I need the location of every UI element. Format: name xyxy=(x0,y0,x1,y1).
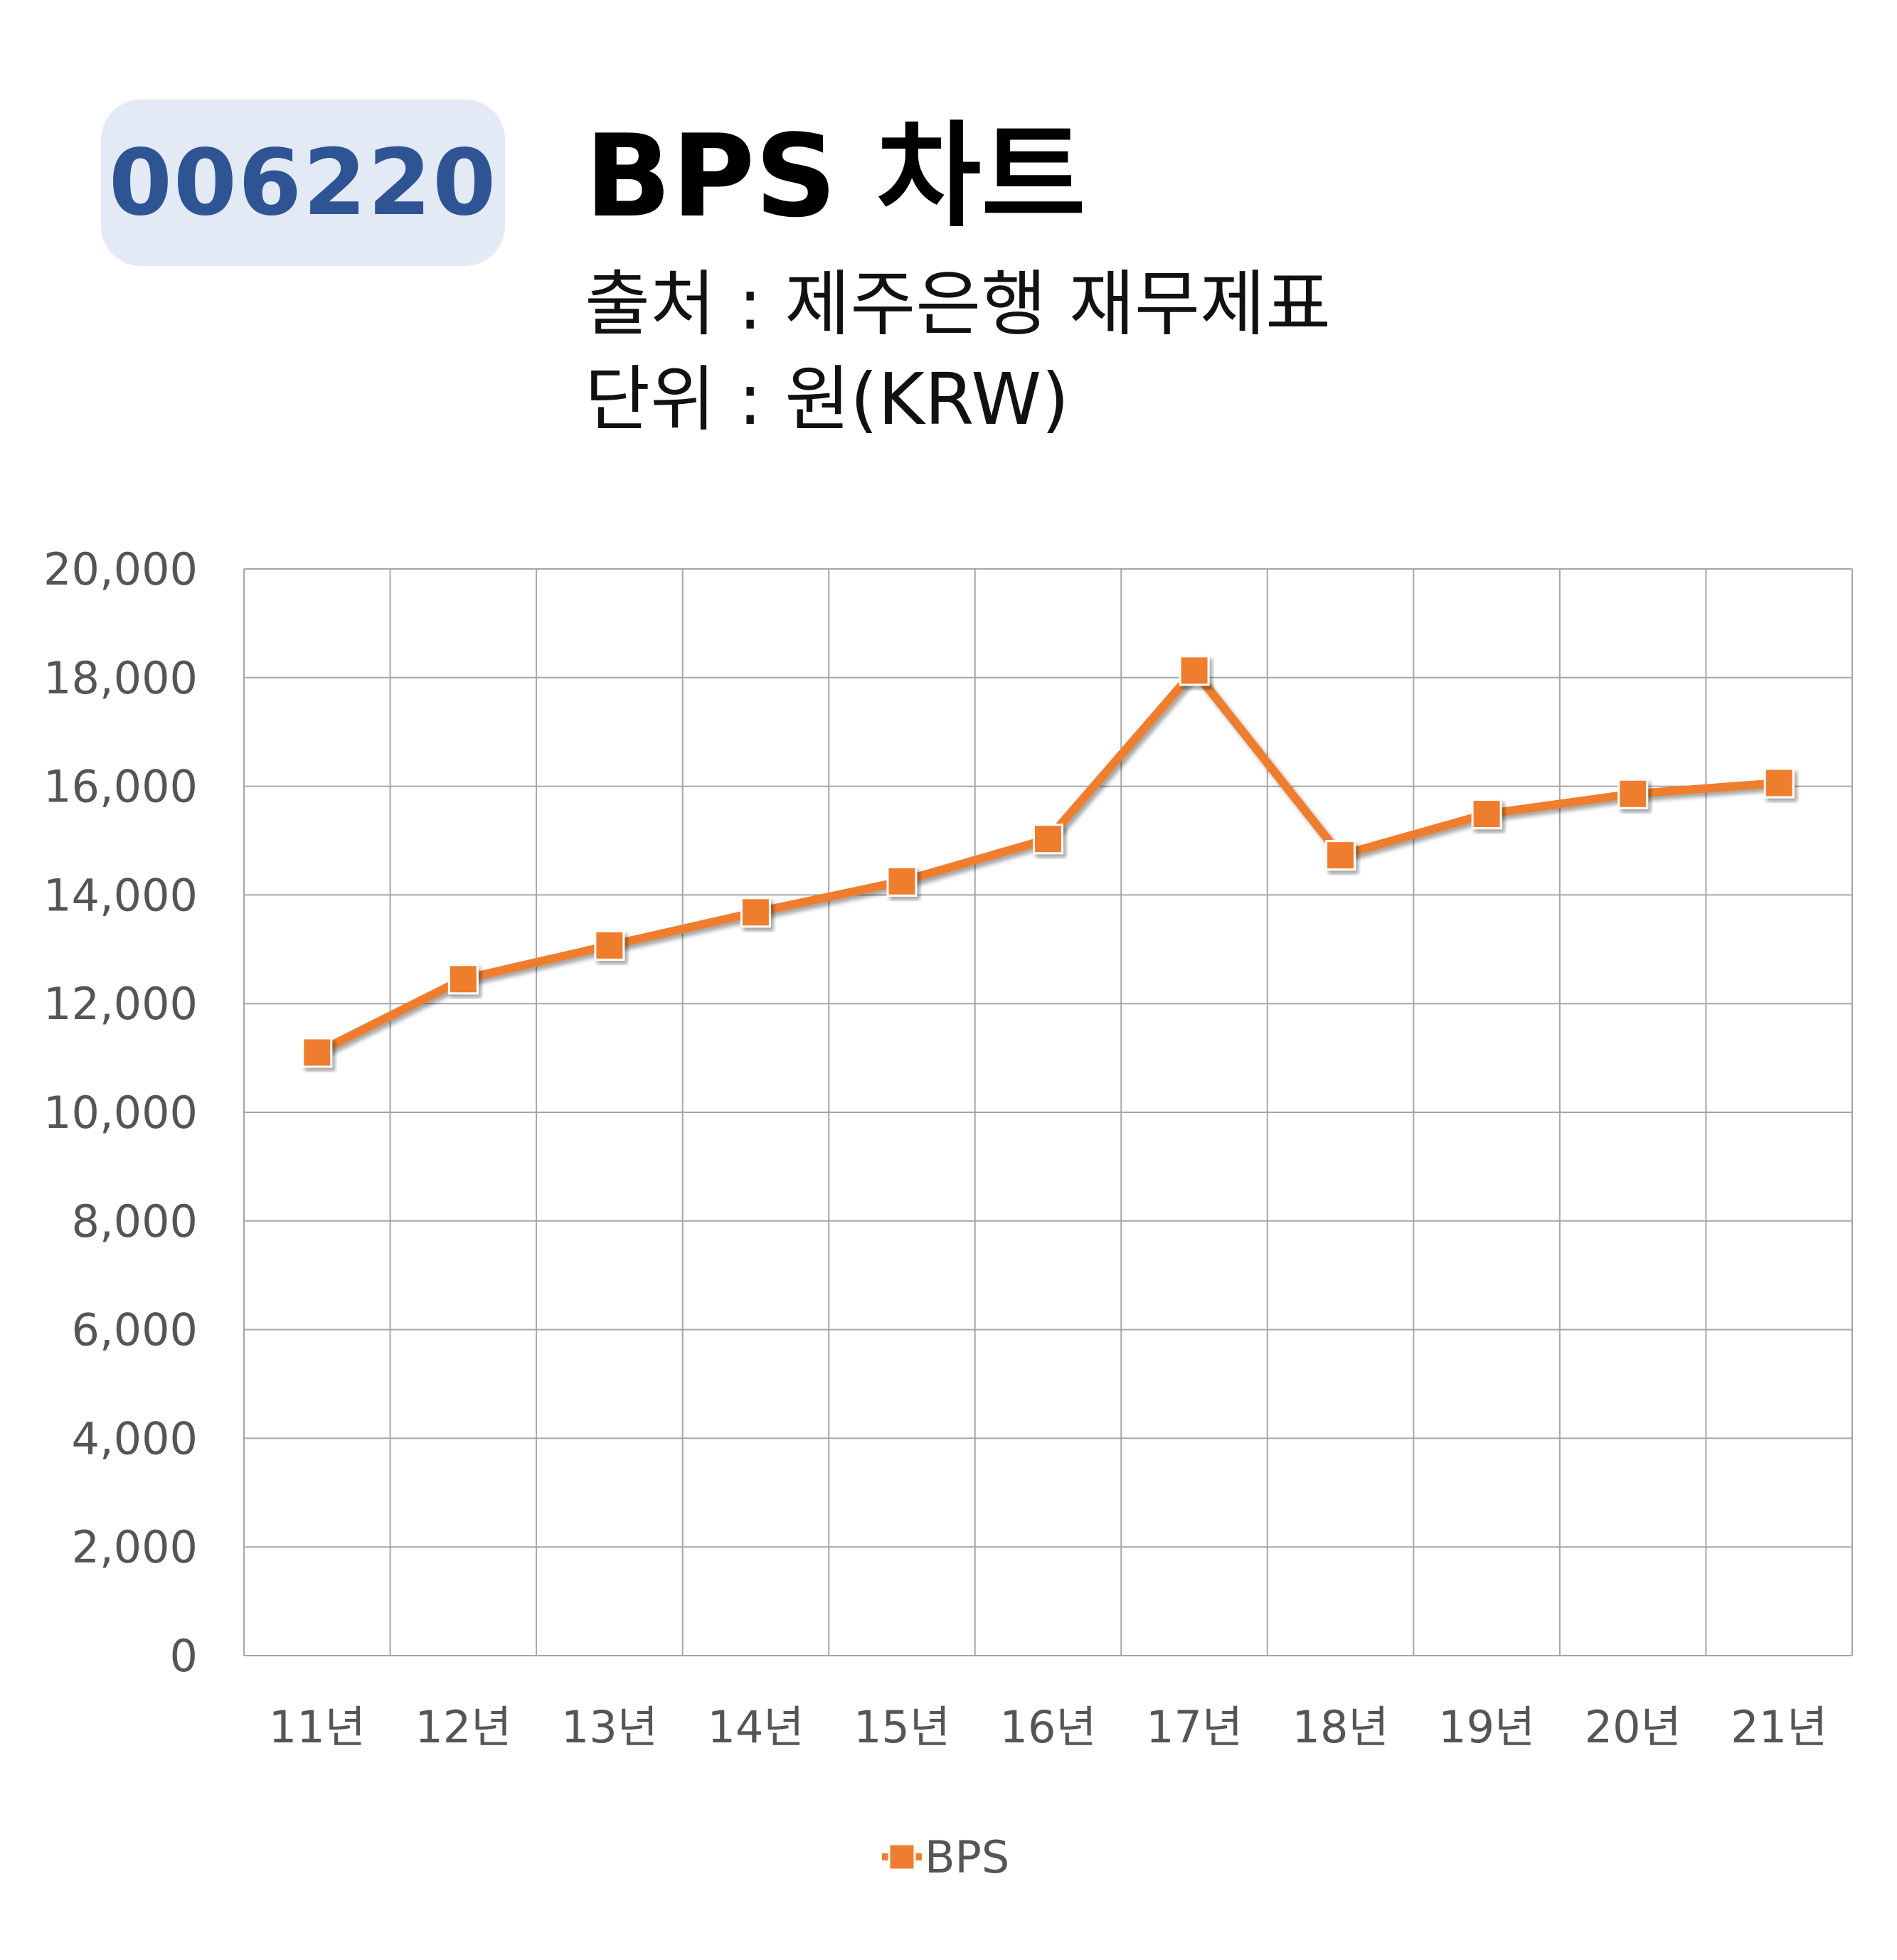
x-tick-label: 21년 xyxy=(1731,1701,1827,1753)
data-point xyxy=(1325,840,1356,871)
x-tick-label: 18년 xyxy=(1292,1701,1389,1753)
y-tick-label: 6,000 xyxy=(72,1304,198,1356)
x-tick-label: 11년 xyxy=(269,1701,366,1753)
grid xyxy=(243,568,1853,1656)
source-text: 출처 : 제주은행 재무제표 xyxy=(585,262,1332,346)
x-tick-label: 12년 xyxy=(415,1701,511,1753)
x-tick-label: 15년 xyxy=(854,1701,950,1753)
data-point xyxy=(1471,799,1502,830)
x-axis: 11년 12년 13년 14년 15년 16년 17년 18년 19년 20년 21년 xyxy=(269,1701,1827,1753)
stock-code: 006220 xyxy=(108,129,498,236)
y-tick-label: 8,000 xyxy=(72,1195,198,1247)
x-tick-label: 13년 xyxy=(561,1701,658,1753)
x-tick-label: 14년 xyxy=(707,1701,804,1753)
data-point xyxy=(740,897,771,928)
data-point xyxy=(594,930,625,961)
y-tick-label: 16,000 xyxy=(43,761,198,813)
x-tick-label: 17년 xyxy=(1146,1701,1243,1753)
data-point xyxy=(1617,778,1649,809)
stock-code-badge: 006220 xyxy=(101,100,505,266)
data-point xyxy=(302,1037,333,1068)
data-point xyxy=(886,866,918,897)
data-point xyxy=(1179,655,1210,686)
data-point xyxy=(1763,767,1795,799)
y-tick-label: 14,000 xyxy=(43,869,198,921)
y-tick-label: 12,000 xyxy=(43,978,198,1030)
legend-marker xyxy=(888,1843,916,1871)
y-tick-label: 20,000 xyxy=(43,543,198,595)
unit-text: 단위 : 원(KRW) xyxy=(585,358,1070,441)
data-point xyxy=(447,964,479,995)
y-tick-label: 4,000 xyxy=(72,1412,198,1464)
legend-label: BPS xyxy=(925,1831,1009,1883)
y-tick-label: 18,000 xyxy=(43,652,198,704)
x-tick-label: 20년 xyxy=(1585,1701,1681,1753)
x-tick-label: 16년 xyxy=(1000,1701,1097,1753)
y-tick-label: 2,000 xyxy=(72,1521,198,1573)
y-axis: 0 2,000 4,000 6,000 8,000 10,000 12,000 14,000 1… xyxy=(43,543,198,1682)
y-tick-label: 0 xyxy=(170,1630,198,1682)
x-tick-label: 19년 xyxy=(1438,1701,1535,1753)
data-point xyxy=(1033,824,1063,855)
chart-title: BPS 차트 xyxy=(585,110,1086,243)
legend: BPS xyxy=(882,1831,1009,1883)
y-tick-label: 10,000 xyxy=(43,1087,198,1139)
series-bps xyxy=(302,655,1795,1068)
